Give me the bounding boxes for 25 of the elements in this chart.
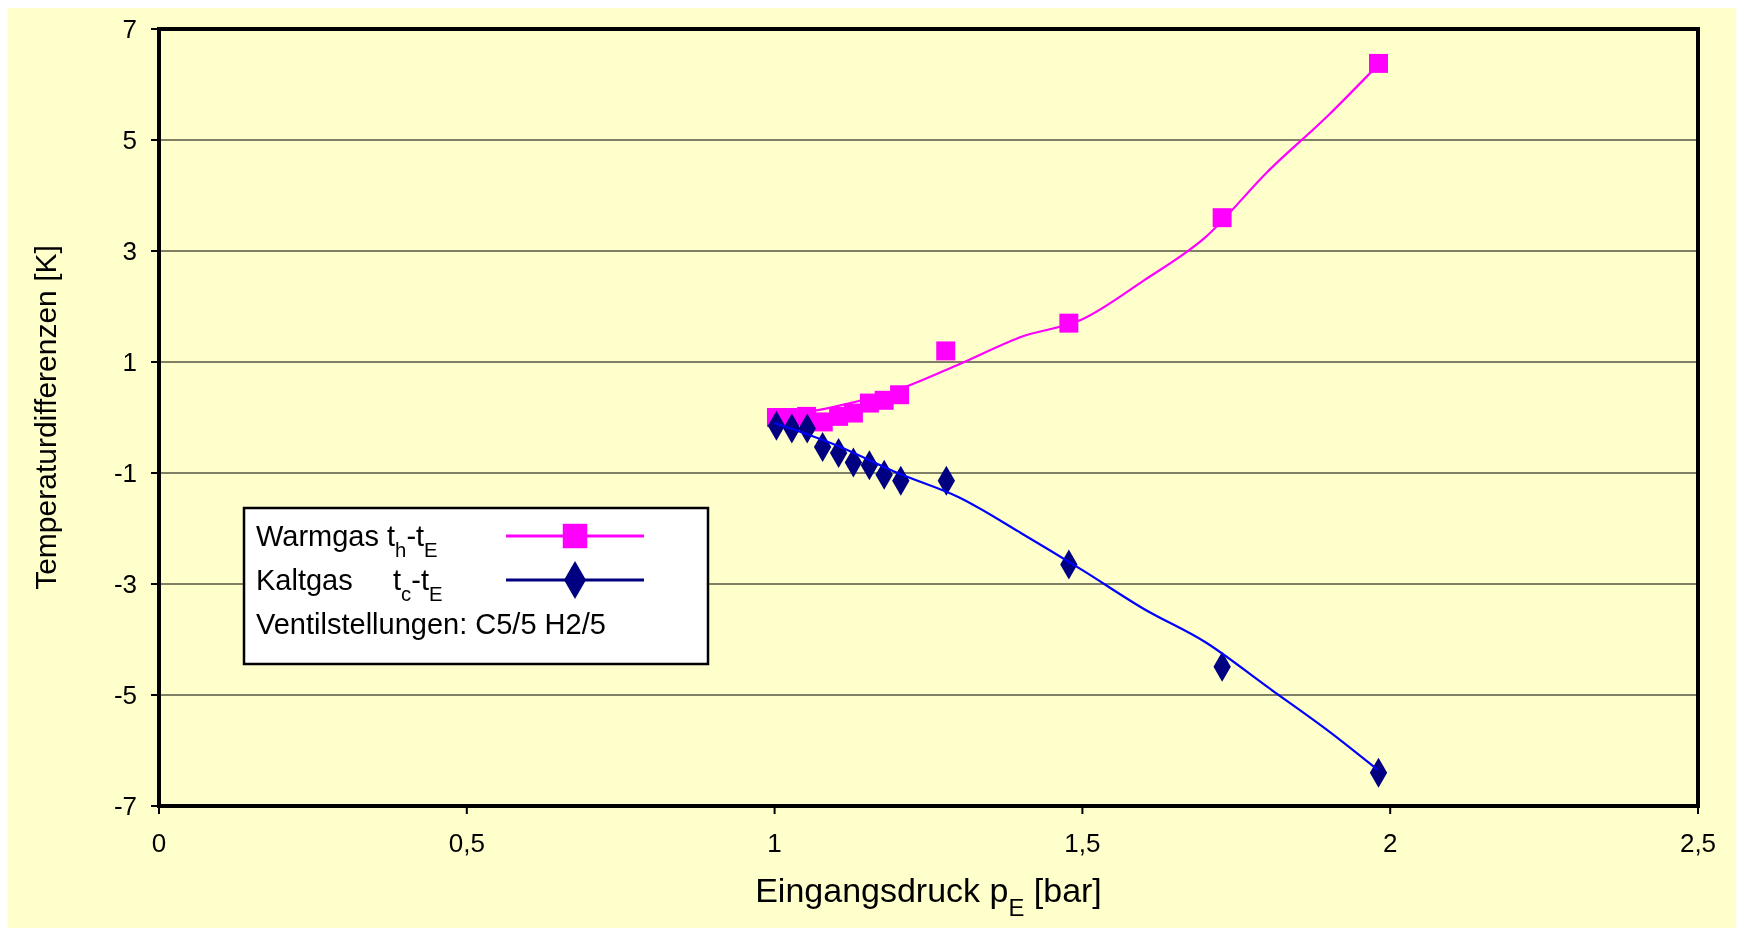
- point: [1059, 313, 1079, 333]
- y-tick-label: -3: [113, 569, 137, 599]
- x-tick-label: 1: [767, 828, 782, 858]
- x-tick-label: 1,5: [1064, 828, 1101, 858]
- y-tick-label: 5: [122, 125, 137, 155]
- x-tick-label: 2: [1382, 828, 1398, 858]
- x-tick-label: 0,5: [448, 828, 485, 858]
- y-tick-label: 1: [122, 347, 137, 377]
- point: [890, 385, 910, 405]
- annotation: Ventilstellungen: C5/5 H2/5: [256, 608, 606, 640]
- point: [936, 341, 956, 361]
- point: [1369, 53, 1388, 73]
- legend-label: Warmgas t$_{h}$-t$_{E}$: [256, 520, 438, 561]
- y-tick-label: 3: [122, 236, 137, 266]
- y-tick-label: -5: [113, 680, 137, 710]
- y-axis-title: Temperaturdifferenzen [K]: [29, 245, 62, 590]
- y-tick-label: -1: [113, 458, 137, 488]
- x-tick-label: 2,5: [1679, 828, 1717, 858]
- x-axis-title: Eingangsdruck p$_{E}$ [bar]: [755, 871, 1102, 921]
- point: [1212, 208, 1232, 228]
- y-tick-label: 7: [122, 14, 137, 44]
- x-tick-label: 0: [151, 828, 167, 858]
- point: [843, 403, 863, 423]
- y-tick-label: -7: [113, 791, 137, 821]
- legend-label: Kaltgas t$_{c}$-t$_{E}$: [256, 564, 443, 605]
